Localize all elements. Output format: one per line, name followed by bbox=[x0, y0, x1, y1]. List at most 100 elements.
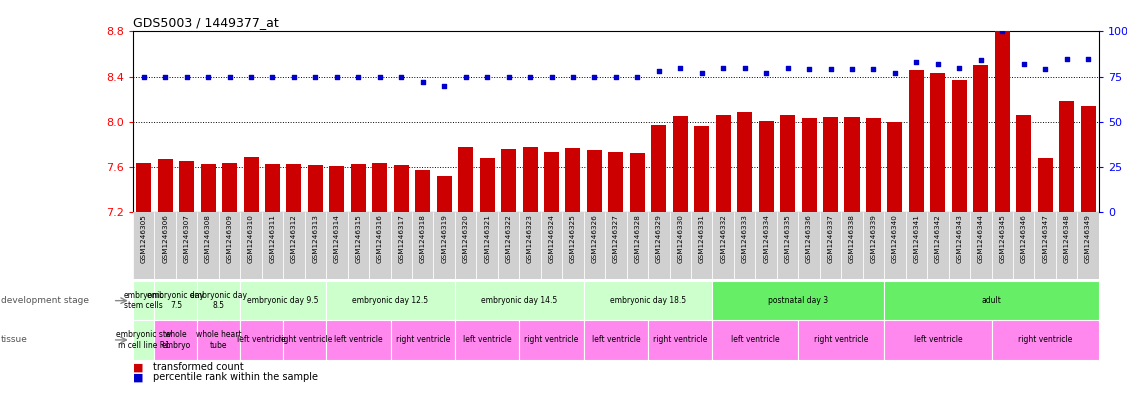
Point bbox=[456, 73, 474, 80]
Bar bbox=[694, 127, 709, 212]
Text: GSM1246334: GSM1246334 bbox=[763, 214, 769, 263]
Bar bbox=[350, 163, 366, 212]
Bar bbox=[502, 149, 516, 212]
Text: GSM1246345: GSM1246345 bbox=[1000, 214, 1005, 263]
Bar bbox=[154, 212, 176, 279]
Bar bbox=[974, 65, 988, 212]
Text: right ventricle: right ventricle bbox=[396, 336, 450, 344]
Text: GSM1246310: GSM1246310 bbox=[248, 214, 254, 263]
Bar bbox=[326, 281, 455, 320]
Text: GSM1246318: GSM1246318 bbox=[419, 214, 426, 263]
Text: GSM1246342: GSM1246342 bbox=[935, 214, 941, 263]
Bar bbox=[651, 125, 666, 212]
Bar bbox=[995, 31, 1010, 212]
Text: GSM1246329: GSM1246329 bbox=[656, 214, 662, 263]
Text: left ventricle: left ventricle bbox=[731, 336, 780, 344]
Point bbox=[1057, 55, 1075, 62]
Bar bbox=[158, 159, 172, 212]
Point bbox=[264, 73, 282, 80]
Text: GSM1246321: GSM1246321 bbox=[485, 214, 490, 263]
Text: left ventricle: left ventricle bbox=[238, 336, 286, 344]
Point bbox=[929, 61, 947, 67]
Bar bbox=[928, 212, 949, 279]
Text: GSM1246336: GSM1246336 bbox=[806, 214, 813, 263]
Text: GSM1246338: GSM1246338 bbox=[849, 214, 855, 263]
Bar bbox=[329, 166, 345, 212]
Bar bbox=[798, 320, 885, 360]
Point bbox=[950, 64, 968, 71]
Text: GSM1246343: GSM1246343 bbox=[957, 214, 962, 263]
Bar bbox=[949, 212, 970, 279]
Point bbox=[157, 73, 175, 80]
Bar bbox=[952, 80, 967, 212]
Text: embryonic day
7.5: embryonic day 7.5 bbox=[148, 291, 204, 310]
Text: embryonic day
8.5: embryonic day 8.5 bbox=[190, 291, 247, 310]
Text: GSM1246307: GSM1246307 bbox=[184, 214, 189, 263]
Text: whole heart
tube: whole heart tube bbox=[196, 330, 241, 350]
Bar bbox=[844, 118, 860, 212]
Bar bbox=[1077, 212, 1099, 279]
Bar bbox=[240, 320, 283, 360]
Point bbox=[178, 73, 196, 80]
Bar bbox=[391, 320, 455, 360]
Text: GSM1246324: GSM1246324 bbox=[549, 214, 554, 263]
Text: right ventricle: right ventricle bbox=[654, 336, 708, 344]
Bar bbox=[136, 163, 151, 212]
Bar bbox=[673, 116, 687, 212]
Point bbox=[800, 66, 818, 73]
Bar bbox=[885, 320, 992, 360]
Point bbox=[285, 73, 303, 80]
Bar bbox=[609, 152, 623, 212]
Point bbox=[349, 73, 367, 80]
Bar bbox=[587, 150, 602, 212]
Text: GSM1246314: GSM1246314 bbox=[334, 214, 340, 263]
Bar bbox=[201, 163, 215, 212]
Text: GDS5003 / 1449377_at: GDS5003 / 1449377_at bbox=[133, 16, 278, 29]
Text: left ventricle: left ventricle bbox=[914, 336, 962, 344]
Bar bbox=[819, 212, 841, 279]
Text: GSM1246348: GSM1246348 bbox=[1064, 214, 1070, 263]
Bar bbox=[412, 212, 434, 279]
Bar bbox=[326, 212, 347, 279]
Text: GSM1246335: GSM1246335 bbox=[784, 214, 791, 263]
Text: GSM1246323: GSM1246323 bbox=[527, 214, 533, 263]
Point bbox=[199, 73, 218, 80]
Text: GSM1246313: GSM1246313 bbox=[312, 214, 319, 263]
Bar bbox=[415, 171, 431, 212]
Text: GSM1246322: GSM1246322 bbox=[506, 214, 512, 263]
Bar bbox=[712, 281, 885, 320]
Point bbox=[414, 79, 432, 85]
Bar bbox=[520, 320, 584, 360]
Bar bbox=[480, 158, 495, 212]
Text: GSM1246339: GSM1246339 bbox=[870, 214, 877, 263]
Text: GSM1246306: GSM1246306 bbox=[162, 214, 168, 263]
Bar bbox=[584, 212, 605, 279]
Point bbox=[757, 70, 775, 76]
Text: right ventricle: right ventricle bbox=[1018, 336, 1073, 344]
Text: GSM1246332: GSM1246332 bbox=[720, 214, 726, 263]
Bar bbox=[992, 212, 1013, 279]
Text: GSM1246328: GSM1246328 bbox=[635, 214, 640, 263]
Text: left ventricle: left ventricle bbox=[592, 336, 640, 344]
Bar bbox=[154, 281, 197, 320]
Text: left ventricle: left ventricle bbox=[463, 336, 512, 344]
Bar bbox=[1013, 212, 1035, 279]
Bar bbox=[605, 212, 627, 279]
Bar bbox=[459, 147, 473, 212]
Bar bbox=[712, 212, 734, 279]
Point bbox=[564, 73, 582, 80]
Text: GSM1246347: GSM1246347 bbox=[1042, 214, 1048, 263]
Bar bbox=[197, 281, 240, 320]
Bar bbox=[737, 112, 752, 212]
Text: right ventricle: right ventricle bbox=[524, 336, 578, 344]
Text: right ventricle: right ventricle bbox=[277, 336, 331, 344]
Bar bbox=[240, 212, 261, 279]
Point bbox=[822, 66, 840, 73]
Point bbox=[1079, 55, 1097, 62]
Bar bbox=[286, 163, 301, 212]
Bar bbox=[133, 320, 154, 360]
Text: right ventricle: right ventricle bbox=[814, 336, 869, 344]
Bar bbox=[758, 121, 773, 212]
Point bbox=[478, 73, 496, 80]
Bar bbox=[176, 212, 197, 279]
